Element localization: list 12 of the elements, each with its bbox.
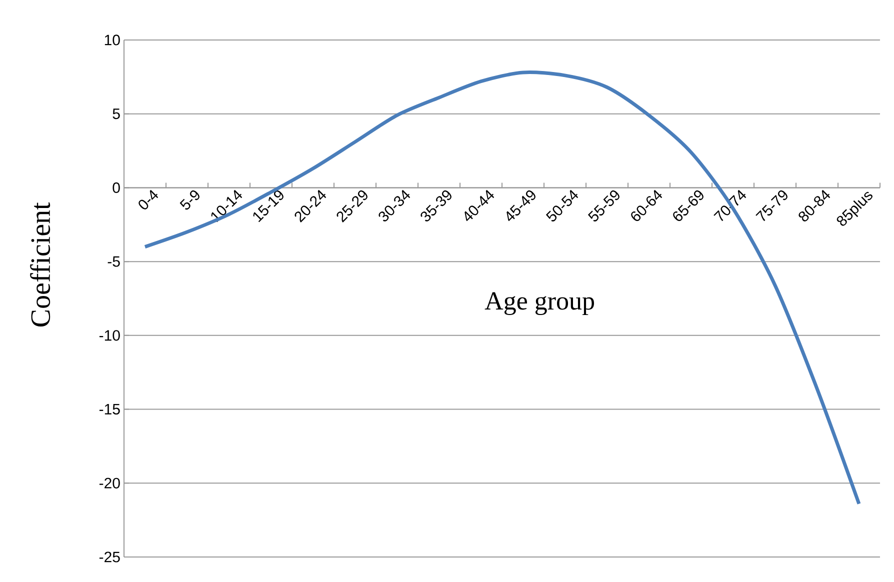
y-tick-label: -25 bbox=[99, 552, 120, 562]
y-axis-title: Coefficient bbox=[30, 202, 50, 326]
x-tick-label: 5-9 bbox=[180, 190, 200, 210]
y-tick-label: -20 bbox=[99, 478, 120, 488]
y-tick-label: 10 bbox=[104, 34, 120, 46]
y-tick-label: -5 bbox=[108, 256, 120, 267]
x-axis-title: Age group bbox=[484, 292, 594, 316]
y-tick-label: -10 bbox=[99, 330, 120, 341]
y-tick-label: -15 bbox=[99, 404, 120, 415]
x-tick-label: 0-4 bbox=[138, 190, 158, 210]
y-tick-label: 5 bbox=[112, 108, 120, 120]
y-tick-label: 0 bbox=[112, 182, 120, 194]
